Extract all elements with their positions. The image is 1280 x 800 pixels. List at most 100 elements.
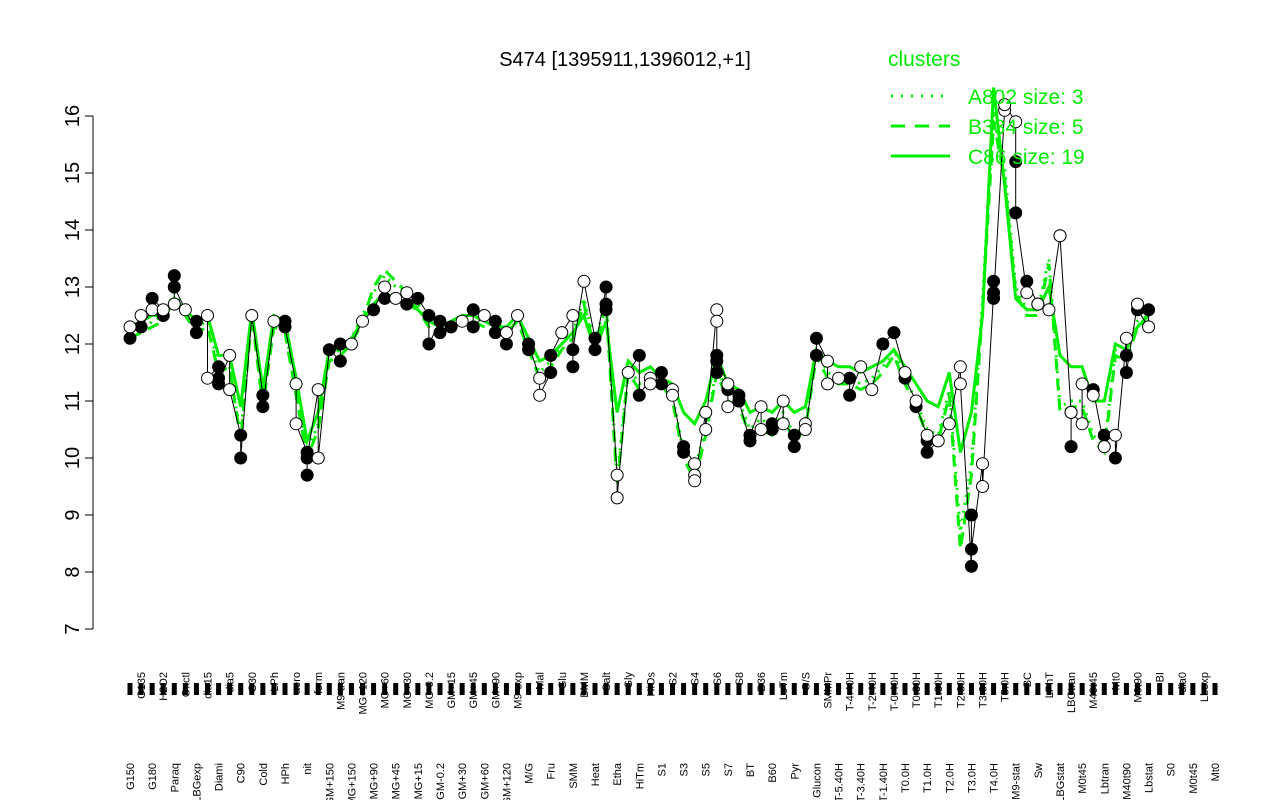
data-point-filled [1119,366,1133,379]
x-tick-mark [769,683,775,695]
data-point-filled [444,320,458,334]
data-point-open [1108,428,1122,442]
data-point-open [1042,303,1056,317]
data-point-open [289,377,303,391]
x-tick-label: LPh [269,672,281,692]
x-tick-label: BMM [579,672,591,698]
data-point-filled [710,366,724,379]
data-point-open [710,303,724,317]
data-point-filled [466,320,480,334]
data-point-open [267,314,281,328]
x-tick-mark [1057,683,1063,695]
x-tick-label: G135 [136,672,148,699]
data-point-open [577,274,591,288]
x-tick-mark [714,683,720,695]
x-tick-label: M9-exp [513,672,525,709]
data-point-filled [400,297,414,311]
data-point-filled [433,326,447,340]
data-point-filled [566,343,580,357]
x-tick-mark [957,683,963,695]
x-tick-label: T1.30H [933,672,945,708]
x-tick-mark [249,683,255,695]
x-tick-label: Fru [546,763,558,780]
data-point-filled [256,400,270,414]
x-tick-label: MG+30 [402,672,414,708]
data-point-open [201,371,214,385]
data-point-open [688,474,702,488]
data-point-open [289,417,303,431]
y-tick-label: 8 [62,566,84,577]
x-tick-label: T-5.40H [834,763,846,800]
x-tick-label: MG+60 [380,672,392,708]
y-tick-label: 15 [62,162,84,184]
y-tick-label: 16 [62,105,84,127]
data-point-open [699,423,713,436]
x-tick-label: Lbtran [1099,763,1111,794]
x-tick-mark [503,683,509,695]
x-tick-label: MG+90 [369,763,381,799]
x-tick-mark [227,683,233,695]
x-tick-mark [836,683,842,695]
x-tick-label: MG+15 [413,763,425,799]
x-tick-mark [526,683,532,695]
x-tick-label: Glucon [811,763,823,798]
data-point-open [699,405,713,419]
x-tick-label: HiOs [645,672,657,697]
data-point-filled [599,297,613,311]
x-tick-mark [791,683,797,695]
x-tick-mark [138,683,144,695]
x-tick-mark [703,683,709,695]
x-tick-label: Cold [258,763,270,786]
data-point-filled [876,337,890,351]
y-tick-label: 11 [62,391,84,412]
x-tick-label: dia0 [1177,672,1189,693]
data-point-filled [588,331,602,345]
data-point-open [1119,331,1133,345]
x-tick-label: SMM [568,763,580,789]
x-tick-label: Heat [590,763,602,786]
x-tick-mark [946,683,952,695]
data-point-filled [1108,451,1122,465]
data-point-filled [588,343,602,357]
data-point-filled [743,428,757,442]
x-tick-label: T-4.40H [845,672,857,711]
data-point-filled [333,354,347,368]
x-tick-mark [625,683,631,695]
y-tick-label: 10 [62,447,84,469]
x-tick-mark [537,683,543,695]
x-tick-mark [260,683,266,695]
x-tick-label: T-0.40H [889,672,901,711]
x-tick-mark [238,683,244,695]
x-tick-mark [559,683,565,695]
data-point-open [909,394,923,408]
data-point-open [477,309,491,322]
data-point-open [566,309,580,322]
x-tick-mark [437,683,443,695]
sample-connector-line [129,102,1150,567]
x-tick-label: GM-0.2 [435,763,447,800]
data-point-filled [1020,274,1034,288]
x-tick-mark [747,683,753,695]
x-tick-mark [725,683,731,695]
data-point-filled [632,388,646,402]
data-point-open [920,428,934,442]
data-point-filled [145,291,159,305]
y-tick-label: 13 [62,276,84,298]
x-tick-mark [858,683,864,695]
x-tick-mark [1157,683,1163,695]
data-point-open [754,423,768,436]
data-point-open [865,383,879,397]
x-tick-label: Mt0 [1110,672,1122,690]
x-tick-mark [1212,683,1218,695]
data-point-filled [167,269,181,283]
data-point-open [666,388,679,402]
data-point-open [710,314,724,328]
x-tick-label: T5.0H [1000,672,1012,702]
x-tick-label: M40t90 [1121,763,1133,800]
data-point-filled [278,320,292,334]
x-tick-mark [171,683,177,695]
x-tick-label: H2O2 [158,672,170,701]
x-tick-label: GM+60 [479,763,491,799]
data-point-open [1097,440,1111,454]
